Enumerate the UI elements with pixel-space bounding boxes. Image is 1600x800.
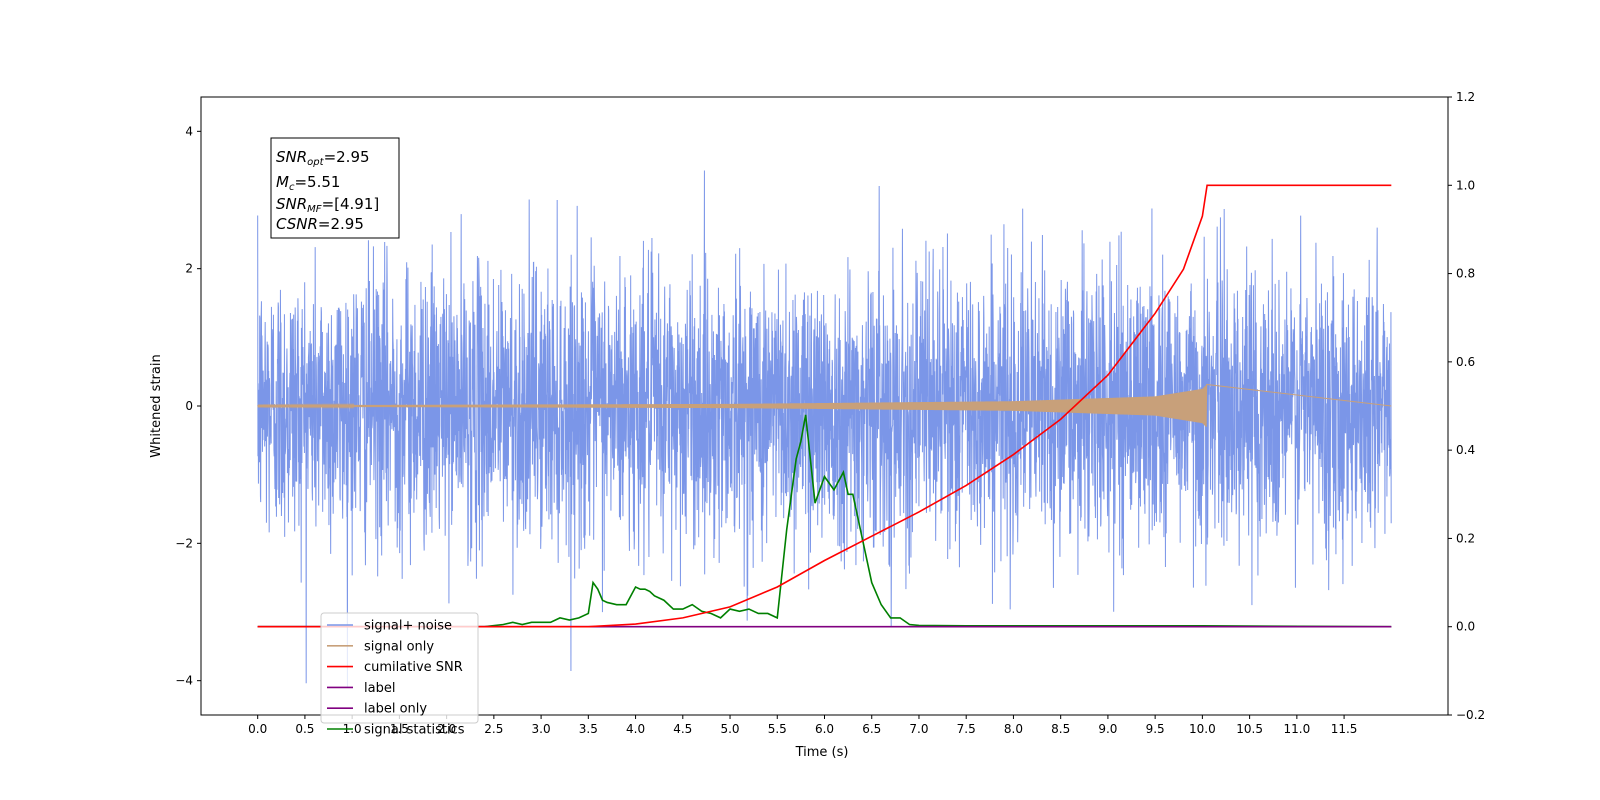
y-tick-label: −4: [175, 674, 193, 688]
x-tick-label: 0.5: [295, 722, 314, 736]
y2-tick-label: 0.8: [1456, 267, 1475, 281]
x-tick-label: 5.0: [720, 722, 739, 736]
y-axis-right: −0.2 0.0 0.2 0.4 0.6 0.8 1.0 1.2: [1448, 90, 1485, 722]
x-tick-label: 2.5: [484, 722, 503, 736]
annotation-snr-mf-value: =[4.91]: [322, 195, 380, 213]
x-tick-label: 8.5: [1051, 722, 1070, 736]
legend-frame: [320, 612, 479, 724]
annotation-mc-value: =5.51: [294, 173, 340, 191]
y-tick-label: 4: [185, 124, 193, 138]
x-tick-label: 4.5: [673, 722, 692, 736]
legend: signal+ noise signal only cumilative SNR la…: [320, 612, 479, 738]
x-axis: 0.0 0.5 1.0 1.5 2.0 2.5 3.0 3.5 4.0 4.5 5.0 5.5 6.0 6…: [248, 715, 1357, 736]
annotation-csnr-value: =2.95: [318, 215, 364, 233]
legend-label: label: [364, 681, 395, 696]
series-signal-noise-line: [257, 170, 1392, 688]
x-tick-label: 7.5: [957, 722, 976, 736]
x-tick-label: 0.0: [248, 722, 267, 736]
x-tick-label: 3.0: [532, 722, 551, 736]
x-tick-label: 11.0: [1283, 722, 1310, 736]
x-tick-label: 9.5: [1146, 722, 1165, 736]
annotation-frame: [270, 137, 400, 239]
annotation-csnr: CSNR=2.95: [276, 215, 364, 233]
x-tick-label: 10.0: [1189, 722, 1216, 736]
y-tick-label: −2: [175, 536, 193, 550]
annotation-snr-opt-value: =2.95: [324, 148, 370, 166]
annotation-snr-opt: SNRopt=2.95: [276, 148, 370, 168]
x-tick-label: 11.5: [1331, 722, 1358, 736]
y2-tick-label: 0.6: [1456, 355, 1475, 369]
y2-tick-label: 1.2: [1456, 90, 1475, 104]
annotation-snr-mf: SNRMF=[4.91]: [276, 195, 379, 215]
annotation-mc: Mc=5.51: [276, 173, 340, 193]
x-axis-label: Time (s): [795, 745, 849, 760]
y2-tick-label: −0.2: [1456, 708, 1485, 722]
x-tick-label: 7.0: [909, 722, 928, 736]
y-tick-label: 0: [185, 399, 193, 413]
series-signal-only-line: [257, 383, 1392, 428]
series-cumulative-snr-line: [257, 184, 1392, 628]
x-tick-label: 10.5: [1236, 722, 1263, 736]
legend-label: cumilative SNR: [364, 660, 463, 675]
y-tick-label: 2: [185, 262, 193, 276]
x-tick-label: 9.0: [1098, 722, 1117, 736]
y-axis-label: Whitened strain: [149, 354, 164, 457]
legend-label: label only: [364, 702, 427, 717]
y-axis-left: −4 −2 0 2 4: [175, 124, 201, 688]
x-tick-label: 2.0: [437, 722, 456, 736]
x-tick-label: 4.0: [626, 722, 645, 736]
x-tick-label: 5.5: [768, 722, 787, 736]
series-signal-statistics-line: [257, 414, 1392, 628]
snr-annotation-box: SNRopt=2.95 Mc=5.51 SNRMF=[4.91] CSNR=2.…: [270, 137, 400, 239]
y2-tick-label: 0.4: [1456, 443, 1475, 457]
legend-label: signal statistics: [364, 723, 465, 738]
x-tick-label: 1.5: [390, 722, 409, 736]
y2-tick-label: 0.2: [1456, 531, 1475, 545]
legend-label: signal only: [364, 639, 434, 654]
legend-label: signal+ noise: [364, 619, 452, 634]
x-tick-label: 3.5: [579, 722, 598, 736]
x-tick-label: 8.0: [1004, 722, 1023, 736]
x-tick-label: 6.0: [815, 722, 834, 736]
y2-tick-label: 1.0: [1456, 178, 1475, 192]
y2-tick-label: 0.0: [1456, 620, 1475, 634]
x-tick-label: 6.5: [862, 722, 881, 736]
